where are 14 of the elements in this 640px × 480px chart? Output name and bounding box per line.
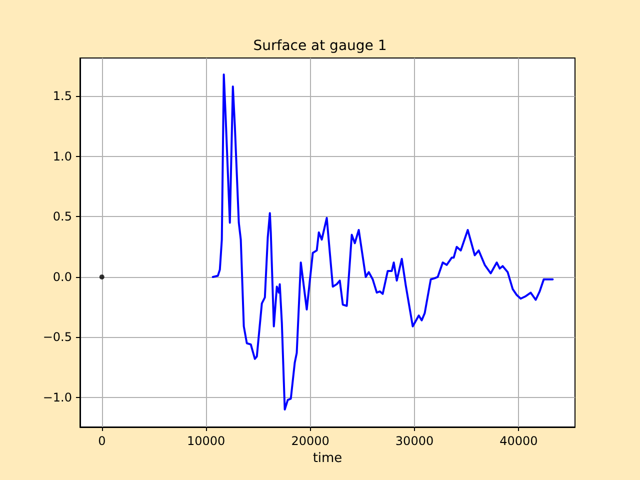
line-series	[212, 74, 554, 411]
x-tick-label: 40000	[500, 434, 538, 448]
x-tick-label: 0	[98, 434, 106, 448]
y-tick-label: 0.0	[52, 270, 72, 284]
x-tick-label: 10000	[187, 434, 226, 448]
y-tick-label: 1.0	[52, 149, 72, 164]
x-tick-label: 20000	[291, 434, 330, 448]
x-axis-title: time	[312, 450, 342, 466]
y-tick-label: −1.0	[42, 390, 72, 404]
x-tick-label: 30000	[395, 434, 434, 448]
chart-title: Surface at gauge 1	[253, 38, 387, 54]
y-tick-label: 0.5	[52, 210, 72, 224]
y-tick-label: −0.5	[42, 330, 72, 344]
y-tick-label: 1.5	[52, 89, 72, 104]
